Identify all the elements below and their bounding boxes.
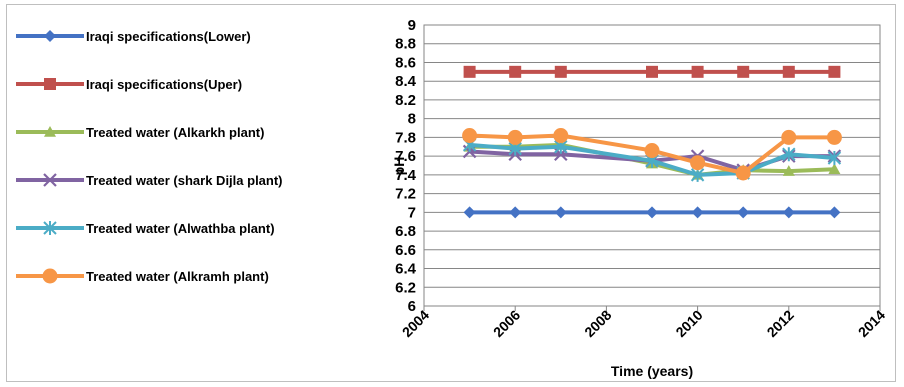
data-point (509, 65, 522, 78)
data-point (782, 165, 795, 176)
legend-item: Iraqi specifications(Uper) (14, 74, 374, 94)
circle-marker (42, 268, 58, 284)
y-tick-label: 8.4 (395, 73, 417, 90)
legend-swatch (16, 126, 84, 137)
x-tick-label: 2012 (764, 307, 797, 340)
data-point (737, 65, 750, 78)
x-tick-label: 2010 (672, 307, 705, 340)
plot-area (423, 24, 881, 307)
legend-label: Treated water (Alkramh plant) (86, 268, 269, 284)
y-tick-label: 7 (408, 204, 416, 221)
triangle-marker (44, 126, 56, 137)
legend-swatch (16, 268, 84, 284)
x-axis-label: Time (years) (611, 363, 693, 379)
y-tick-labels: 6 6.26.4 6.6 6.8 77.2 7.4 7.6 7.88 8.2 8.4 8.68.8 9 (395, 17, 417, 315)
data-point (828, 163, 841, 175)
x-tick-label: 2008 (581, 307, 614, 340)
x-tick-label: 2004 (399, 307, 432, 340)
data-point (826, 129, 842, 145)
data-point (827, 151, 842, 166)
data-point (782, 206, 795, 219)
x-tick-label: 2014 (855, 307, 888, 340)
x-tick-labels: 2004 2006 2008 2010 2012 2014 (399, 306, 888, 340)
y-tick-label: 6.6 (395, 242, 416, 259)
y-tick-label: 6.2 (395, 279, 416, 296)
square-marker (44, 78, 56, 90)
y-tick-label: 6.4 (395, 261, 417, 278)
data-point (828, 65, 841, 78)
star-marker (43, 221, 57, 235)
y-tick-label: 7.4 (395, 167, 417, 184)
x-tick-label: 2006 (490, 307, 523, 340)
y-tick-label: 8.6 (395, 54, 416, 71)
y-tick-label: 7.2 (395, 186, 416, 203)
legend-item: Iraqi specifications(Lower) (14, 26, 374, 46)
data-point (690, 155, 706, 171)
data-point (737, 206, 750, 219)
data-point (644, 143, 660, 159)
legend-swatch (16, 78, 84, 90)
data-point (553, 128, 569, 144)
series-0 (463, 206, 841, 219)
data-point (828, 206, 841, 219)
series-5 (462, 128, 842, 181)
y-tick-label: 9 (408, 17, 416, 34)
series-line (469, 133, 835, 175)
y-tick-label: 7.6 (395, 148, 416, 165)
data-point (691, 65, 704, 78)
legend-item: Treated water (Alkarkh plant) (14, 122, 374, 142)
series-line (469, 142, 835, 177)
data-point (646, 206, 658, 219)
y-tick-label: 8.8 (395, 36, 416, 53)
y-tick-label: 6.8 (395, 223, 416, 240)
series-1 (463, 65, 841, 78)
y-tick-label: 8 (408, 111, 416, 128)
data-point (782, 147, 796, 162)
x-marker (43, 173, 57, 187)
data-point (507, 129, 523, 145)
y-tick-label: 8.2 (395, 92, 416, 109)
legend-label: Treated water (Alwathba plant) (86, 220, 275, 236)
legend-item: Treated water (Alkramh plant) (14, 266, 374, 286)
series-group (462, 65, 842, 219)
data-point (735, 165, 751, 181)
diamond-marker (44, 30, 56, 42)
legend-label: Treated water (shark Dijla plant) (86, 172, 283, 188)
data-point (690, 167, 705, 182)
y-axis-label: pH (391, 157, 407, 176)
legend-label: Iraqi specifications(Uper) (86, 76, 243, 92)
legend-item: Treated water (shark Dijla plant) (14, 170, 374, 190)
data-point (463, 206, 476, 219)
data-point (463, 65, 476, 78)
data-point (554, 206, 567, 219)
legend-swatch (16, 173, 84, 187)
data-point (462, 128, 478, 144)
data-point (781, 129, 797, 145)
data-point (554, 65, 567, 78)
legend-label: Treated water (Alkarkh plant) (86, 124, 265, 140)
data-point (782, 65, 795, 78)
legend-swatch (16, 30, 84, 42)
legend-label: Iraqi specifications(Lower) (86, 28, 251, 44)
y-tick-label: 7.8 (395, 129, 416, 146)
legend-item: Treated water (Alwathba plant) (14, 218, 374, 238)
data-point (509, 206, 522, 219)
data-point (691, 206, 704, 219)
legend-swatch (16, 221, 84, 235)
data-point (646, 65, 658, 78)
y-tick-label: 6 (408, 298, 416, 315)
